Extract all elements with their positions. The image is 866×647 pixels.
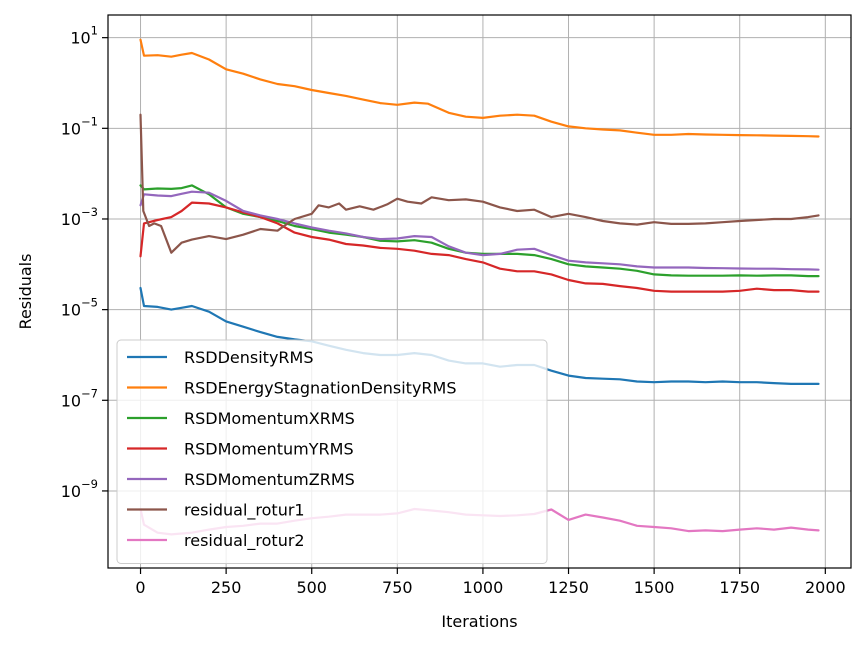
plot-frame <box>107 14 852 569</box>
legend-label: RSDMomentumXRMS <box>184 409 355 428</box>
y-axis-label: Residuals <box>16 254 35 330</box>
x-tick-label: 750 <box>382 578 413 597</box>
x-tick-label: 1000 <box>463 578 504 597</box>
y-tick-base: 10 <box>61 391 81 410</box>
legend: RSDDensityRMS RSDEnergyStagnationDensityR… <box>116 339 548 564</box>
series-line-RSDMomentumZRMS <box>139 190 820 271</box>
y-tick-exponent: 1 <box>91 24 98 38</box>
legend-label: RSDMomentumZRMS <box>184 470 355 489</box>
y-tick-exponent: −7 <box>81 386 98 400</box>
y-tick-base: 10 <box>61 301 81 320</box>
y-tick-base: 10 <box>61 119 81 138</box>
x-tick-label: 250 <box>211 578 242 597</box>
y-tick-exponent: −1 <box>81 114 98 128</box>
legend-label: RSDMomentumYRMS <box>184 440 354 459</box>
legend-label: RSDDensityRMS <box>184 348 314 367</box>
series-line-RSDMomentumYRMS <box>139 201 820 293</box>
series-line-RSDEnergyStagnationDensityRMS <box>139 38 820 138</box>
x-tick-label: 500 <box>296 578 327 597</box>
y-tick-label: 10−7 <box>61 386 98 410</box>
y-tick-exponent: −3 <box>81 205 98 219</box>
y-tick-base: 10 <box>70 29 90 48</box>
y-tick-label: 10−5 <box>61 296 98 320</box>
x-tick-label: 1250 <box>548 578 589 597</box>
x-axis-label: Iterations <box>441 612 517 631</box>
y-tick-base: 10 <box>61 210 81 229</box>
x-tick-label: 2000 <box>805 578 846 597</box>
y-tick-exponent: −5 <box>81 296 98 310</box>
series-line-residual_rotur1 <box>139 113 820 254</box>
x-tick-label: 0 <box>135 578 145 597</box>
y-tick-label: 101 <box>70 24 98 48</box>
legend-label: residual_rotur2 <box>184 531 305 551</box>
y-tick-label: 10−3 <box>61 205 98 229</box>
x-tick-label: 1750 <box>719 578 760 597</box>
x-axis-ticks: 0 250 500 750 1000 1250 1500 1750 2000 <box>135 568 846 597</box>
legend-box <box>116 339 548 564</box>
y-tick-exponent: −9 <box>81 477 98 491</box>
y-tick-label: 10−1 <box>61 114 98 138</box>
y-tick-base: 10 <box>61 482 81 501</box>
legend-label: RSDEnergyStagnationDensityRMS <box>184 379 457 398</box>
legend-label: residual_rotur1 <box>184 501 305 521</box>
x-tick-label: 1500 <box>634 578 675 597</box>
y-tick-label: 10−9 <box>61 477 98 501</box>
